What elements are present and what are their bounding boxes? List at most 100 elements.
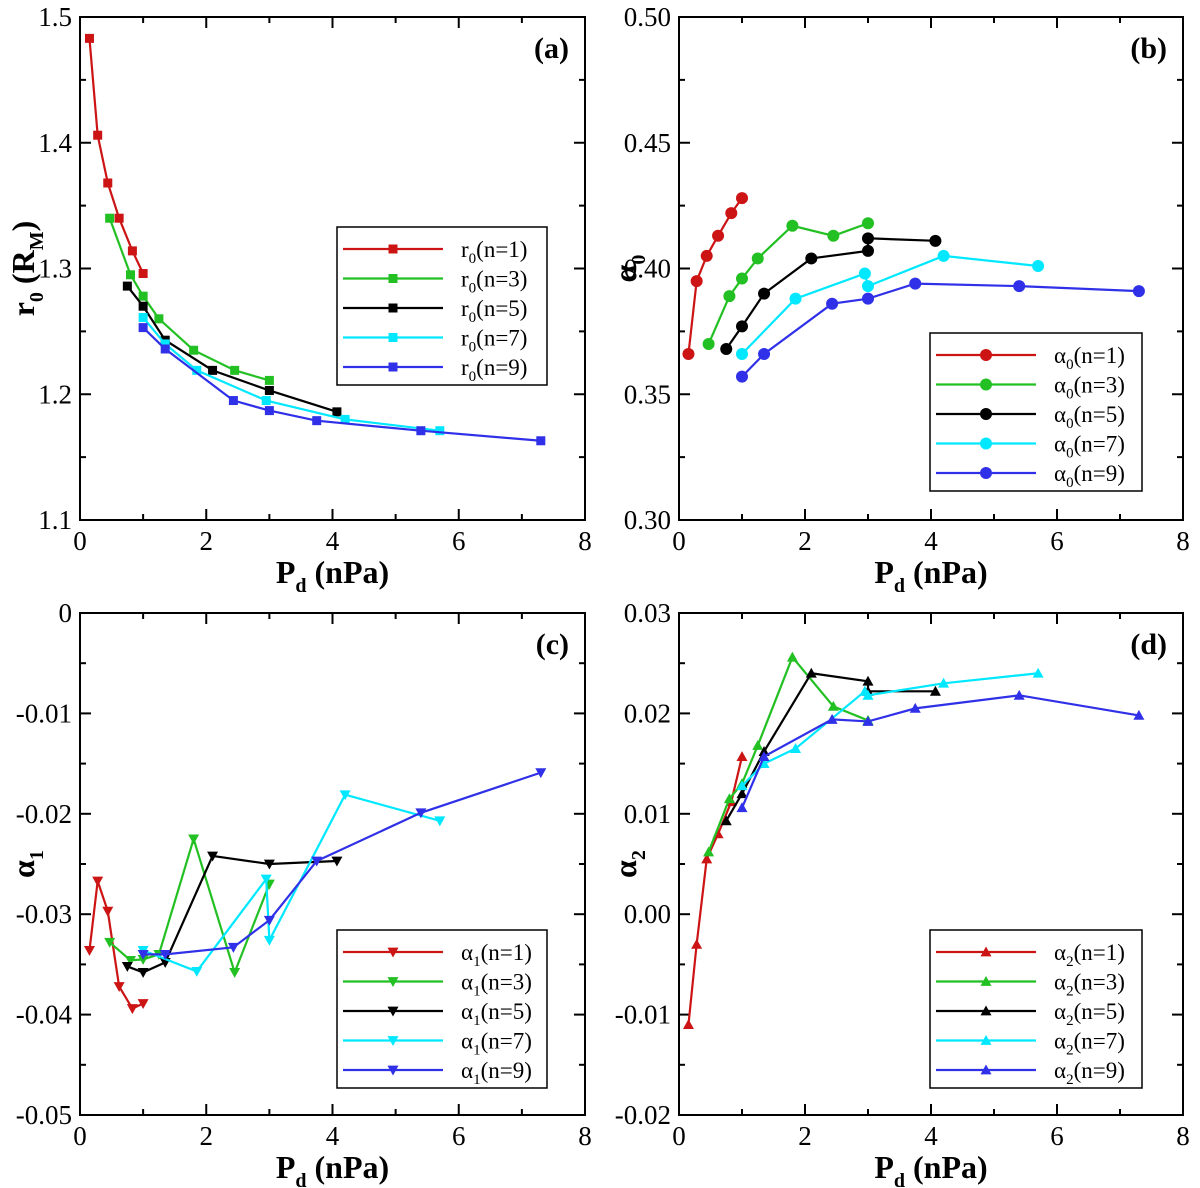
x-tick-label: 0 (672, 526, 686, 556)
data-point (862, 292, 874, 305)
series-line (741, 254, 1039, 355)
legend-label: r0(n=7) (461, 326, 527, 356)
series-α0(n=1) (682, 192, 748, 361)
data-point (192, 365, 202, 375)
data-point (154, 314, 164, 324)
legend-box (929, 929, 1143, 1089)
data-point (682, 1019, 694, 1030)
legend-label: r0(n=9) (461, 355, 527, 385)
legend-box (929, 332, 1143, 492)
y-tick-label: 0.45 (624, 128, 671, 158)
chart-panel-d: 0 2 4 6 8 -0.02 -0.01 0.00 0.01 0.02 0.03 Pd (nPa) α… (607, 598, 1190, 1188)
panel-label: (b) (1130, 32, 1167, 65)
legend-label: α0(n=9) (1054, 461, 1125, 491)
x-axis-label: Pd (nPa) (874, 554, 987, 597)
series-α1(n=5) (121, 851, 343, 978)
data-point (535, 768, 547, 779)
data-point (138, 301, 148, 311)
data-point (92, 876, 104, 887)
data-point (725, 207, 738, 220)
series-α2(n=1) (682, 751, 748, 1030)
data-point (862, 689, 874, 700)
y-tick-label: -0.02 (16, 799, 72, 829)
legend-label: α2(n=1) (1054, 940, 1125, 970)
data-point (826, 713, 838, 724)
legend-marker (980, 1064, 992, 1075)
data-point (826, 297, 839, 310)
legend-label: α0(n=1) (1054, 343, 1125, 373)
data-point (102, 906, 114, 917)
y-tick-label: 1.5 (38, 2, 72, 32)
data-point (415, 808, 427, 819)
data-point (113, 982, 125, 992)
series-line (707, 655, 869, 853)
data-point (690, 275, 703, 288)
x-tick-label: 2 (798, 1121, 812, 1151)
data-point (230, 365, 240, 375)
series-line (741, 672, 1039, 787)
x-tick-label: 2 (200, 526, 214, 556)
data-point (736, 348, 748, 361)
data-point (138, 323, 148, 333)
data-point (229, 968, 241, 978)
x-tick-label: 0 (672, 1121, 686, 1151)
series-line (687, 756, 744, 1025)
data-point (159, 949, 171, 960)
data-point (862, 244, 874, 257)
panel-label: (c) (536, 628, 569, 661)
series-r0(n=3) (105, 213, 274, 385)
legend-marker (388, 362, 398, 372)
series-line (142, 793, 441, 973)
y-tick-label: 0.03 (624, 598, 671, 628)
y-tick-label: 0.01 (624, 799, 671, 829)
data-point (702, 337, 715, 350)
legend-label: α2(n=5) (1054, 999, 1125, 1029)
data-point (122, 281, 132, 291)
data-point (121, 962, 133, 972)
legend-marker (980, 378, 992, 391)
x-tick-label: 4 (924, 526, 938, 556)
x-tick-label: 6 (1050, 526, 1064, 556)
data-point (786, 651, 798, 662)
y-tick-label: 0.02 (624, 698, 671, 728)
data-point (909, 702, 921, 713)
data-point (862, 217, 874, 230)
x-tick-label: 4 (924, 1121, 938, 1151)
data-point (720, 342, 733, 355)
series-α0(n=3) (702, 217, 874, 350)
legend-marker (388, 303, 398, 313)
legend-label: α0(n=3) (1054, 373, 1125, 403)
series-α0(n=7) (736, 249, 1045, 361)
data-point (786, 219, 799, 232)
legend: r0(n=1)r0(n=3)r0(n=5)r0(n=7)r0(n=9) (336, 226, 548, 386)
data-point (189, 345, 199, 355)
data-point (929, 685, 941, 696)
legend-marker (387, 1065, 399, 1076)
legend-label: α0(n=5) (1054, 402, 1125, 432)
x-tick-label: 4 (326, 526, 340, 556)
data-point (758, 751, 770, 761)
data-point (260, 874, 272, 885)
data-point (160, 339, 170, 349)
data-point (331, 856, 343, 867)
series-α0(n=9) (736, 277, 1145, 383)
data-point (790, 743, 802, 753)
x-axis-label: Pd (nPa) (276, 554, 389, 597)
x-tick-label: 2 (200, 1121, 214, 1151)
data-point (703, 846, 715, 857)
data-point (805, 667, 817, 678)
legend-label: α2(n=9) (1054, 1058, 1125, 1088)
data-point (84, 33, 94, 43)
data-point (862, 715, 874, 726)
data-point (862, 280, 874, 293)
legend: α2(n=1)α2(n=3)α2(n=5)α2(n=7)α2(n=9) (929, 929, 1143, 1089)
data-point (127, 246, 137, 256)
data-point (104, 937, 116, 948)
chart-panel-a: 0 2 4 6 8 1.1 1.2 1.3 1.4 1.5 Pd (nPa) r0 (RM) (a) r0… (5, 2, 592, 597)
data-point (937, 249, 950, 262)
data-point (138, 269, 148, 279)
legend-label: r0(n=1) (461, 237, 527, 267)
y-axis-label: α1 (5, 850, 48, 878)
y-tick-label: 1.3 (38, 254, 72, 284)
y-axis-label: α2 (607, 850, 650, 878)
